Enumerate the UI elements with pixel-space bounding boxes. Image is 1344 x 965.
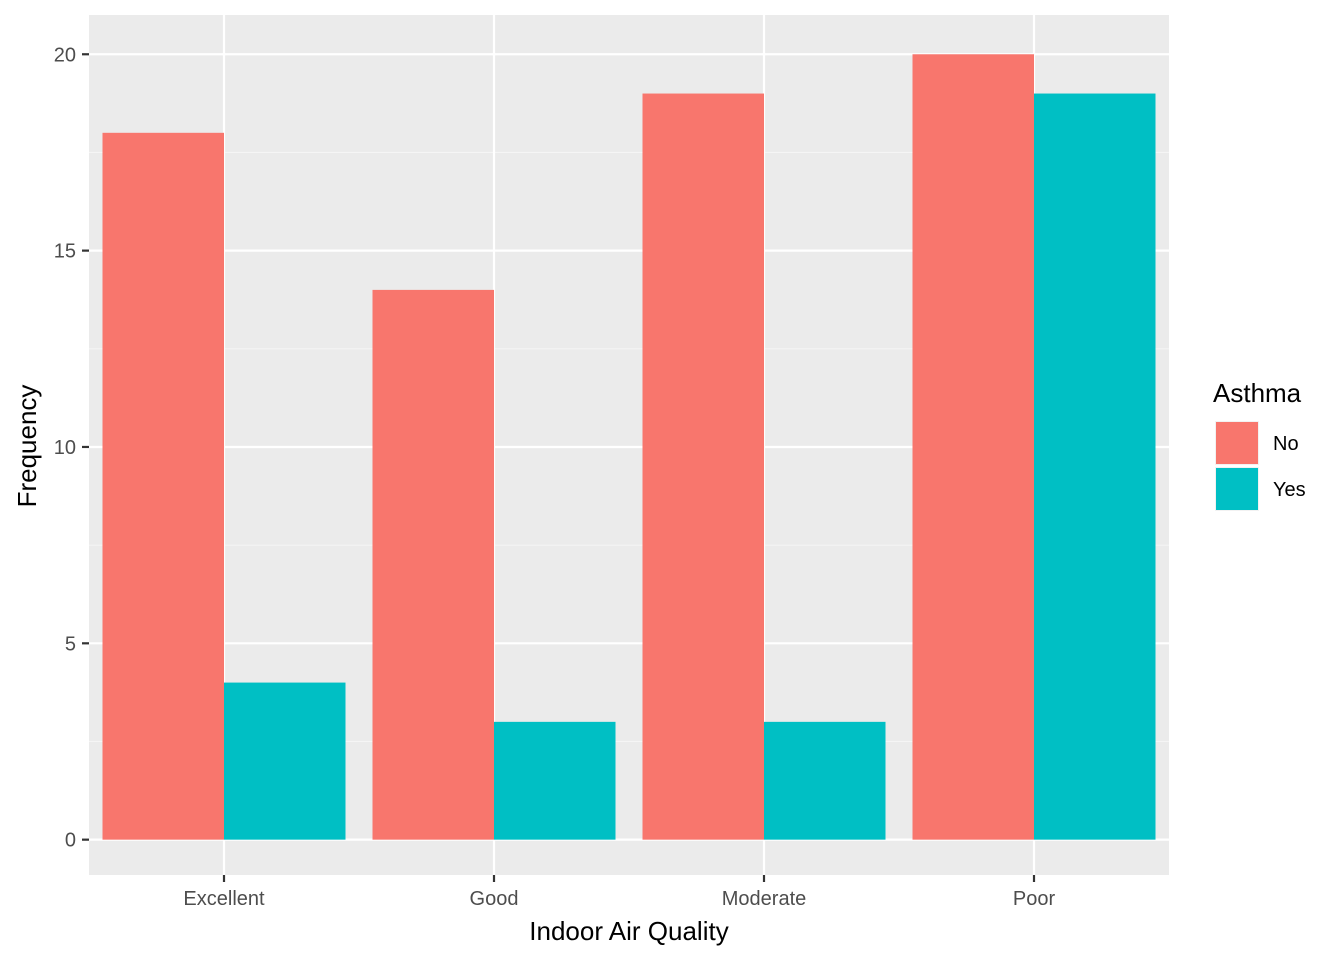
legend-title: Asthma [1213, 378, 1302, 408]
bars-group [102, 54, 1156, 840]
bar-moderate-yes [764, 721, 886, 840]
x-tick-label: Moderate [722, 888, 807, 910]
bar-good-yes [494, 721, 616, 840]
bar-excellent-yes [224, 682, 346, 840]
x-tick-label: Good [470, 888, 519, 910]
y-tick-label: 10 [54, 437, 76, 459]
axes-group: 0 5 10 15 20 Excellent Good Moderate Poor [54, 44, 1056, 910]
legend-label-no: No [1273, 433, 1299, 455]
y-tick-label: 20 [54, 44, 76, 66]
y-tick-label: 0 [65, 830, 76, 852]
x-tick-label: Poor [1013, 888, 1056, 910]
x-axis-title: Indoor Air Quality [529, 916, 728, 946]
legend-label-yes: Yes [1273, 479, 1306, 501]
legend-key-yes [1216, 468, 1258, 510]
y-tick-label: 5 [65, 633, 76, 655]
x-tick-label: Excellent [183, 888, 265, 910]
legend-key-no [1216, 422, 1258, 464]
y-tick-label: 15 [54, 241, 76, 263]
legend: Asthma No Yes [1213, 378, 1306, 511]
bar-good-no [372, 289, 494, 840]
bar-excellent-no [102, 132, 224, 840]
bar-poor-yes [1034, 93, 1156, 840]
y-axis-title: Frequency [12, 385, 42, 508]
bar-moderate-no [642, 93, 764, 840]
bar-poor-no [912, 54, 1034, 840]
